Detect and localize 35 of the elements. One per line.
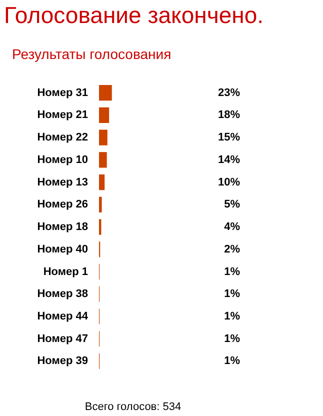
data-label: 14% xyxy=(218,154,240,166)
y-tick-label: Номер 21 xyxy=(37,109,88,122)
data-label: 4% xyxy=(224,221,240,234)
y-tick-label: Номер 44 xyxy=(37,310,89,323)
text: Всего голосов: 534 xyxy=(84,401,182,413)
data-label: 23% xyxy=(218,86,240,99)
data-label: 5% xyxy=(224,198,240,211)
bar xyxy=(99,196,102,212)
y-tick-label: Номер 26 xyxy=(37,198,88,211)
y-tick-label: Номер 40 xyxy=(37,243,88,256)
y-tick-label: Номер 18 xyxy=(37,221,88,234)
chart-title: Голосование закончено. xyxy=(4,2,264,29)
data-label: 1% xyxy=(224,288,240,300)
chart-subtitle: Результаты голосования xyxy=(12,46,172,62)
data-label: 1% xyxy=(224,355,240,368)
data-label: 15% xyxy=(218,132,240,144)
data-label: 1% xyxy=(224,332,240,345)
y-tick-label: Номер 47 xyxy=(37,332,88,345)
y-tick-label: Номер 10 xyxy=(37,154,88,166)
y-tick-label: Номер 31 xyxy=(37,86,88,99)
y-tick-label: Номер 1 xyxy=(43,266,88,278)
bar xyxy=(99,174,105,190)
data-label: 1% xyxy=(224,266,240,278)
y-tick-label: Номер 39 xyxy=(37,355,88,368)
bar xyxy=(99,130,108,146)
data-label: 2% xyxy=(224,243,240,256)
bar xyxy=(99,107,110,123)
data-label: 18% xyxy=(218,109,240,122)
bar xyxy=(99,84,112,101)
y-tick-label: Номер 38 xyxy=(37,288,88,300)
data-label: 10% xyxy=(218,176,240,188)
y-tick-label: Номер 13 xyxy=(37,176,88,188)
data-label: 1% xyxy=(224,310,240,323)
y-tick-label: Номер 22 xyxy=(37,132,88,144)
bar xyxy=(99,152,107,168)
